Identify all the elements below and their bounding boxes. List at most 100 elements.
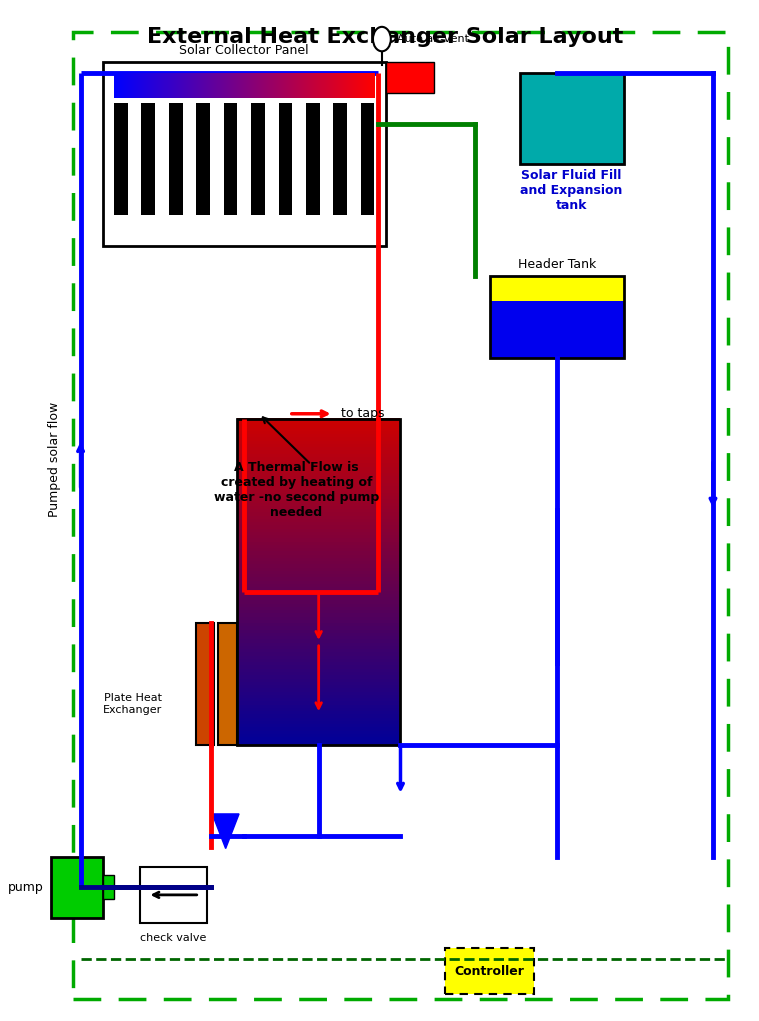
Text: Controller: Controller [455,965,524,978]
FancyBboxPatch shape [237,740,401,744]
Text: pump: pump [8,881,43,893]
FancyBboxPatch shape [237,499,401,503]
FancyBboxPatch shape [333,103,347,215]
FancyBboxPatch shape [237,467,401,471]
FancyBboxPatch shape [237,718,401,722]
FancyBboxPatch shape [237,623,401,627]
FancyBboxPatch shape [237,642,401,647]
Circle shape [373,27,391,51]
FancyBboxPatch shape [519,72,624,164]
FancyBboxPatch shape [237,574,401,579]
FancyBboxPatch shape [237,526,401,530]
FancyBboxPatch shape [237,450,401,454]
FancyBboxPatch shape [490,277,624,301]
FancyBboxPatch shape [237,704,401,709]
FancyBboxPatch shape [237,669,401,673]
FancyBboxPatch shape [237,688,401,692]
FancyBboxPatch shape [103,875,114,900]
Text: Pumped solar flow: Pumped solar flow [48,402,61,518]
FancyBboxPatch shape [237,532,401,536]
FancyBboxPatch shape [237,695,401,699]
FancyBboxPatch shape [237,483,401,487]
FancyBboxPatch shape [237,548,401,552]
FancyBboxPatch shape [237,708,401,712]
FancyBboxPatch shape [237,565,401,569]
FancyBboxPatch shape [237,421,401,426]
Polygon shape [213,814,239,848]
FancyBboxPatch shape [237,603,401,607]
FancyBboxPatch shape [237,545,401,549]
FancyBboxPatch shape [237,428,401,432]
FancyBboxPatch shape [237,652,401,657]
FancyBboxPatch shape [196,623,215,744]
FancyBboxPatch shape [237,568,401,572]
FancyBboxPatch shape [237,493,401,497]
Text: Solar Fluid Fill
and Expansion
tank: Solar Fluid Fill and Expansion tank [521,169,623,212]
FancyBboxPatch shape [237,581,401,585]
FancyBboxPatch shape [237,477,401,481]
FancyBboxPatch shape [237,460,401,465]
FancyBboxPatch shape [237,727,401,732]
FancyBboxPatch shape [237,597,401,601]
FancyBboxPatch shape [237,737,401,741]
FancyBboxPatch shape [237,691,401,696]
FancyBboxPatch shape [237,505,401,510]
FancyBboxPatch shape [237,441,401,445]
FancyBboxPatch shape [237,489,401,494]
FancyBboxPatch shape [237,434,401,438]
FancyBboxPatch shape [237,437,401,442]
FancyBboxPatch shape [141,103,155,215]
FancyBboxPatch shape [51,857,103,918]
FancyBboxPatch shape [237,600,401,604]
FancyBboxPatch shape [237,551,401,555]
FancyBboxPatch shape [237,731,401,735]
FancyBboxPatch shape [237,698,401,702]
FancyBboxPatch shape [237,594,401,598]
FancyBboxPatch shape [197,103,210,215]
FancyBboxPatch shape [237,557,401,563]
FancyBboxPatch shape [445,949,534,994]
FancyBboxPatch shape [237,496,401,500]
FancyBboxPatch shape [237,611,401,615]
FancyBboxPatch shape [237,480,401,484]
FancyBboxPatch shape [237,457,401,461]
FancyBboxPatch shape [237,630,401,634]
FancyBboxPatch shape [251,103,265,215]
FancyBboxPatch shape [237,470,401,474]
FancyBboxPatch shape [237,724,401,728]
FancyBboxPatch shape [237,663,401,667]
FancyBboxPatch shape [237,464,401,468]
Text: Solar Collector Panel: Solar Collector Panel [179,44,309,57]
FancyBboxPatch shape [237,675,401,680]
FancyBboxPatch shape [237,486,401,490]
FancyBboxPatch shape [237,418,401,422]
FancyBboxPatch shape [237,685,401,689]
FancyBboxPatch shape [237,584,401,588]
Text: Auto air-vent: Auto air-vent [397,34,469,44]
FancyBboxPatch shape [237,578,401,582]
FancyBboxPatch shape [361,103,374,215]
FancyBboxPatch shape [237,473,401,478]
FancyBboxPatch shape [237,538,401,543]
FancyBboxPatch shape [237,519,401,523]
FancyBboxPatch shape [237,655,401,660]
FancyBboxPatch shape [237,571,401,575]
Text: External Heat Exchanger Solar Layout: External Heat Exchanger Solar Layout [147,27,624,47]
FancyBboxPatch shape [237,672,401,676]
Text: Plate Heat
Exchanger: Plate Heat Exchanger [103,693,162,715]
FancyBboxPatch shape [237,453,401,458]
Text: check valve: check valve [140,933,206,943]
FancyBboxPatch shape [237,522,401,527]
FancyBboxPatch shape [237,513,401,517]
FancyBboxPatch shape [237,535,401,539]
Text: Header Tank: Header Tank [518,258,596,272]
FancyBboxPatch shape [237,444,401,448]
FancyBboxPatch shape [237,447,401,451]
FancyBboxPatch shape [237,562,401,566]
Text: A Thermal Flow is
created by heating of
water -no second pump
needed: A Thermal Flow is created by heating of … [214,461,379,519]
FancyBboxPatch shape [237,587,401,591]
FancyBboxPatch shape [237,606,401,612]
FancyBboxPatch shape [237,659,401,664]
FancyBboxPatch shape [490,301,624,357]
FancyBboxPatch shape [237,431,401,435]
